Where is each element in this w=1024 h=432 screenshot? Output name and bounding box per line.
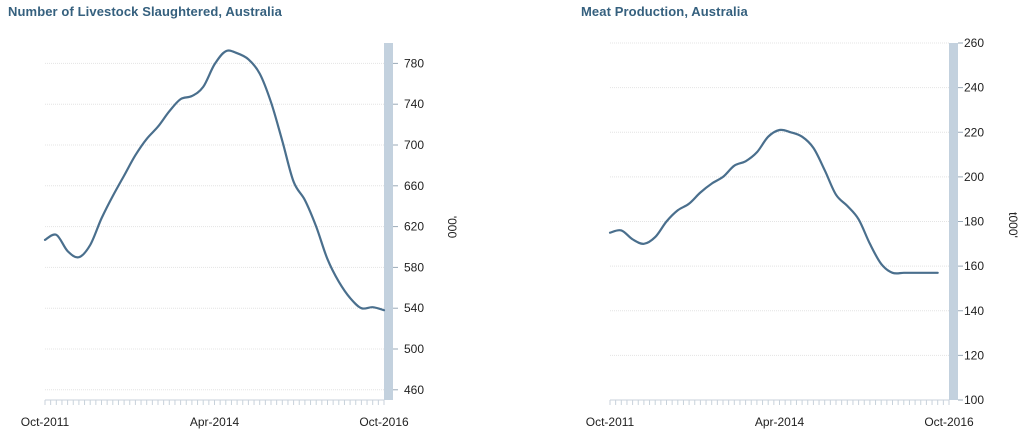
y-tick-label: 160 [964,259,984,273]
x-tick-label: Oct-2011 [586,415,635,429]
y-tick-label: 260 [964,36,984,50]
y-tick-label: 100 [964,393,984,407]
y-tick-label: 700 [404,138,424,152]
chart-panel-meat: Meat Production, Australia 100 120 140 160 1… [565,0,1024,432]
y-tick-label: 540 [404,301,424,315]
y-tick-label: 500 [404,342,424,356]
y-tick-label: 200 [964,170,984,184]
y-tick-label: 120 [964,348,984,362]
y-tick-label: 460 [404,383,424,397]
y-tick-label: 180 [964,215,984,229]
series-line [608,128,939,275]
x-tick-label: Oct-2016 [359,415,409,429]
series-line [43,49,386,312]
y-tick-label: 740 [404,97,424,111]
x-tick-label: Apr-2014 [190,415,240,429]
chart-panel-livestock: Number of Livestock Slaughtered, Austral… [8,4,459,429]
y-axis-band [949,43,958,400]
y-tick-label: 780 [404,56,424,70]
x-tick-label: Oct-2011 [21,415,70,429]
chart-title-meat: Meat Production, Australia [581,4,748,19]
y-tick-label: 220 [964,125,984,139]
y-tick-label: 240 [964,81,984,95]
y-tick-label: 660 [404,179,424,193]
y-axis-band [384,43,393,400]
y-tick-label: 580 [404,260,424,274]
x-tick-label: Oct-2016 [924,415,974,429]
y-tick-label: 140 [964,304,984,318]
chart-meat-production: 100 120 140 160 180 200 220 240 260 t000' Oct-2011… [586,36,1020,429]
y-axis-label: '000 [445,216,459,239]
chart-title-livestock: Number of Livestock Slaughtered, Austral… [8,4,282,19]
y-axis-label: t000' [1006,212,1020,238]
y-tick-label: 620 [404,220,424,234]
chart-livestock-slaughtered: 460 500 540 580 620 660 700 740 780 '000 Oct-2011 A… [21,43,459,429]
x-tick-label: Apr-2014 [755,415,805,429]
